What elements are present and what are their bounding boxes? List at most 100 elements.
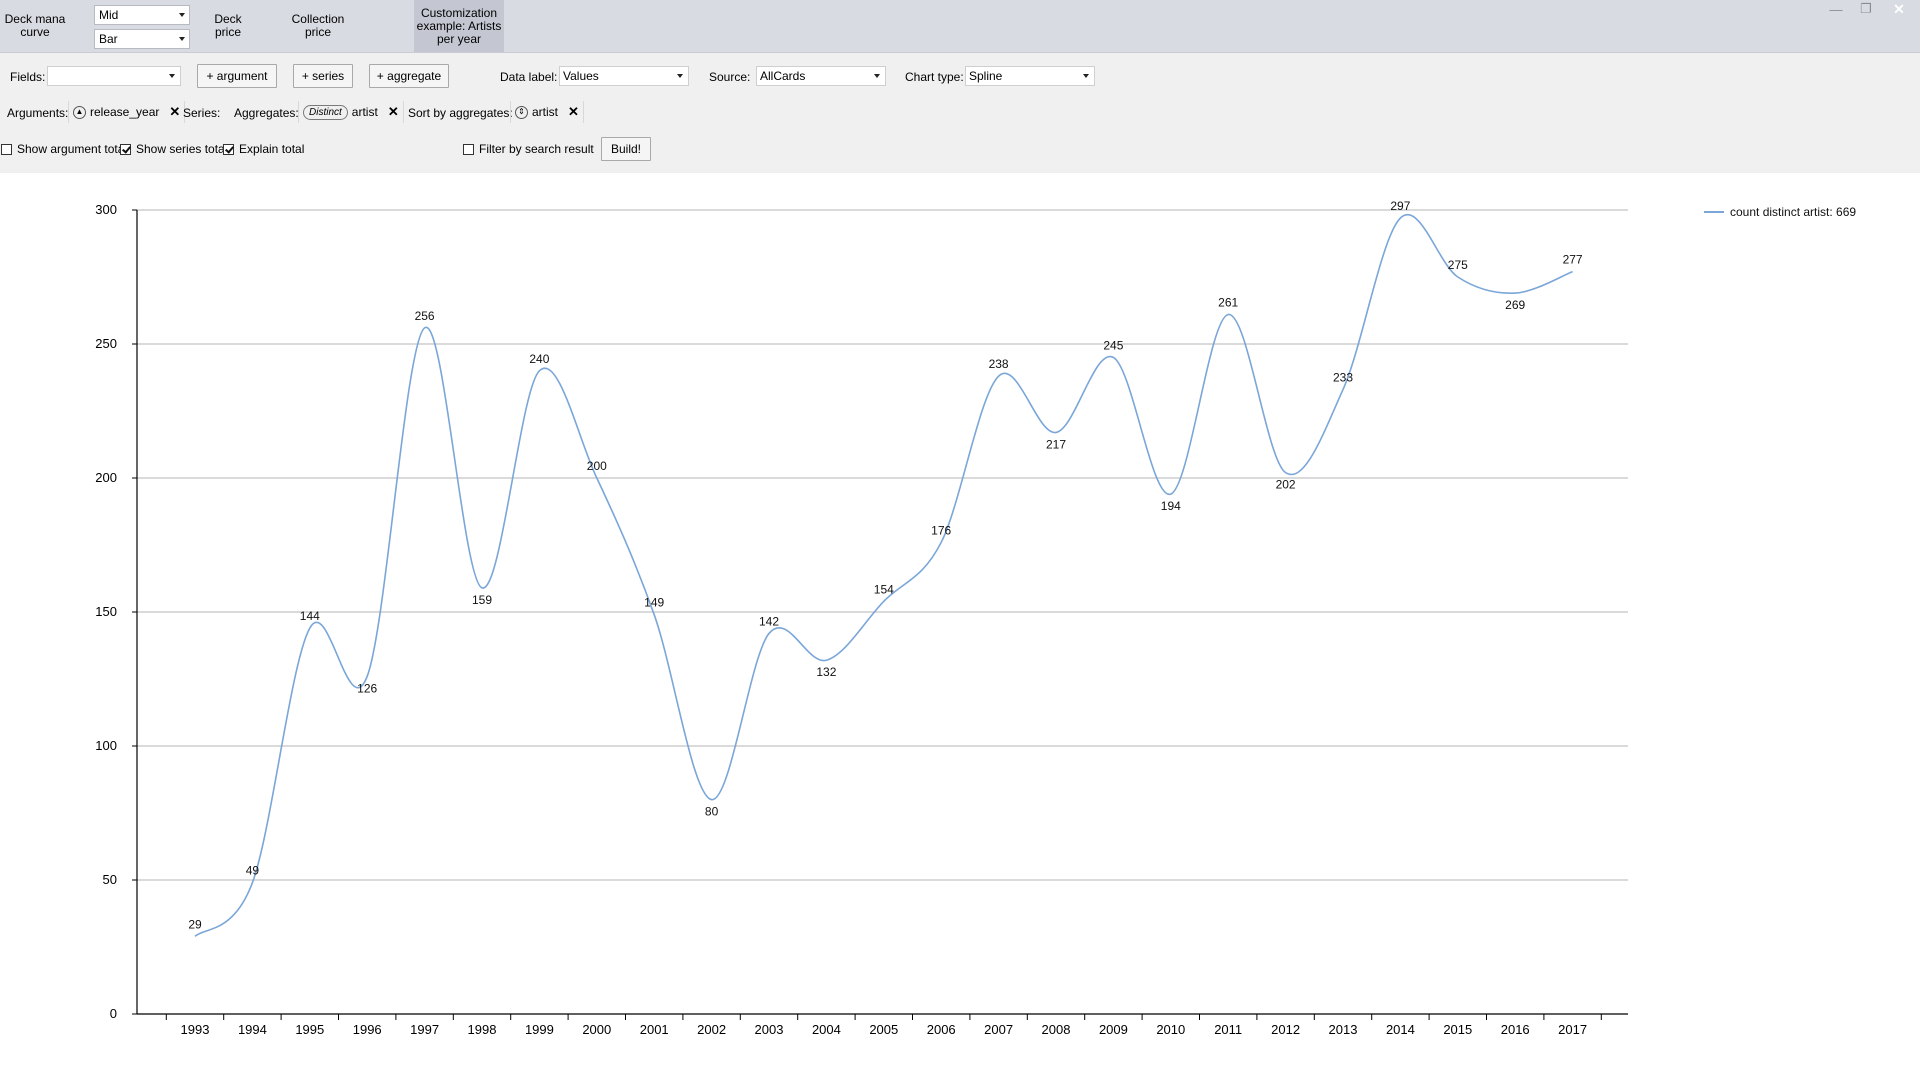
y-tick-label: 150 — [95, 604, 117, 619]
x-tick-label: 2014 — [1386, 1022, 1415, 1037]
aggregates-label: Aggregates: — [234, 106, 299, 120]
filter-by-search-checkbox[interactable]: Filter by search result — [463, 142, 594, 156]
source-select[interactable]: AllCards — [756, 66, 886, 86]
data-label: 80 — [705, 805, 719, 819]
aggregate-token[interactable]: Distinct artist ✕ — [298, 101, 404, 123]
add-argument-button[interactable]: + argument — [197, 64, 277, 88]
source-value: AllCards — [760, 69, 806, 83]
fields-select[interactable] — [47, 66, 181, 86]
remove-argument-button[interactable]: ✕ — [169, 104, 181, 119]
data-label: 217 — [1046, 437, 1066, 451]
remove-sort-button[interactable]: ✕ — [568, 104, 579, 119]
curve-chart-select[interactable]: Bar — [94, 29, 190, 49]
arguments-label: Arguments: — [7, 106, 69, 120]
x-tick-label: 2007 — [984, 1022, 1013, 1037]
x-tick-label: 2016 — [1501, 1022, 1530, 1037]
data-label: 202 — [1276, 478, 1296, 492]
argument-token-label: release_year — [90, 105, 160, 119]
distinct-badge[interactable]: Distinct — [303, 104, 348, 120]
tab-customization-artists-per-year[interactable]: Customization example: Artists per year — [414, 0, 504, 52]
x-tick-label: 2015 — [1443, 1022, 1472, 1037]
x-tick-label: 2013 — [1329, 1022, 1358, 1037]
fields-label: Fields: — [10, 70, 46, 84]
tab-deck-mana-curve[interactable]: Deck mana curve — [4, 12, 66, 39]
tab-collection-price[interactable]: Collection price — [291, 12, 345, 39]
filter-by-search-box[interactable] — [463, 143, 474, 155]
data-label: 240 — [529, 352, 549, 366]
curve-mode-value: Mid — [99, 8, 119, 22]
close-window-button[interactable]: ✕ — [1893, 0, 1905, 17]
series-line — [194, 214, 1573, 937]
x-tick-label: 2009 — [1099, 1022, 1128, 1037]
explain-total-box[interactable] — [223, 143, 234, 155]
data-label: 149 — [644, 596, 664, 610]
chart-type-value: Spline — [969, 69, 1003, 83]
x-tick-label: 1998 — [468, 1022, 497, 1037]
data-label: 144 — [300, 609, 320, 623]
data-label: 200 — [587, 459, 607, 473]
x-tick-label: 2001 — [640, 1022, 669, 1037]
data-label: 269 — [1505, 298, 1525, 312]
show-series-total-box[interactable] — [120, 143, 131, 155]
sort-ascending-icon[interactable]: ▲ — [73, 105, 86, 119]
x-tick-label: 2011 — [1214, 1022, 1242, 1037]
x-tick-label: 2004 — [812, 1022, 841, 1037]
y-tick-label: 200 — [95, 470, 117, 485]
data-label-value: Values — [563, 69, 599, 83]
y-tick-label: 0 — [110, 1006, 117, 1021]
chart-type-label: Chart type: — [905, 70, 964, 84]
add-aggregate-button[interactable]: + aggregate — [369, 64, 449, 88]
series-label: Series: — [183, 106, 221, 120]
y-tick-label: 300 — [95, 202, 117, 217]
data-label: 275 — [1448, 258, 1468, 272]
restore-button[interactable]: ❐ — [1860, 1, 1872, 16]
series-lines — [194, 214, 1573, 937]
chart-type-select[interactable]: Spline — [965, 66, 1095, 86]
data-label: 159 — [472, 593, 492, 607]
data-label-select[interactable]: Values — [559, 66, 689, 86]
x-axis-ticks: 1993 1994 1995 1996 1997 1998 1999 2000 2001 2002… — [165, 1014, 1602, 1037]
x-tick-label: 2008 — [1042, 1022, 1071, 1037]
explain-total-label: Explain total — [239, 142, 305, 156]
data-label: 297 — [1390, 199, 1410, 213]
minimize-button[interactable]: — — [1829, 1, 1843, 17]
show-argument-total-checkbox[interactable]: Show argument total — [1, 142, 127, 156]
x-tick-label: 1993 — [181, 1022, 210, 1037]
show-argument-total-box[interactable] — [1, 143, 12, 155]
build-button[interactable]: Build! — [601, 137, 651, 161]
argument-token[interactable]: ▲ release_year ✕ — [68, 101, 186, 123]
data-label: 132 — [816, 665, 836, 679]
chevron-down-icon — [169, 74, 175, 78]
x-tick-label: 2017 — [1558, 1022, 1587, 1037]
y-tick-label: 100 — [95, 738, 117, 753]
x-tick-label: 1996 — [353, 1022, 382, 1037]
x-tick-label: 1999 — [525, 1022, 554, 1037]
data-label: 277 — [1563, 253, 1583, 267]
show-series-total-label: Show series total — [136, 142, 228, 156]
sort-both-icon[interactable]: ⇕ — [515, 105, 528, 119]
aggregate-field-label: artist — [351, 105, 378, 119]
legend-entry: count distinct artist: 669 — [1730, 205, 1856, 219]
data-label: 29 — [188, 917, 202, 931]
explain-total-checkbox[interactable]: Explain total — [223, 142, 304, 156]
chevron-down-icon — [179, 37, 185, 41]
grid-lines — [137, 209, 1628, 881]
data-label: 194 — [1161, 499, 1181, 513]
sort-by-aggregates-label: Sort by aggregates: — [408, 106, 513, 120]
tab-deck-price[interactable]: Deck price — [214, 12, 242, 39]
y-axis-ticks: 0 50 100 150 200 250 300 — [95, 202, 137, 1021]
data-labels: 29 49 144 126 256 159 240 200 149 80 142 132 154 176 2… — [188, 199, 1583, 931]
data-label: 256 — [415, 309, 435, 323]
sort-token[interactable]: ⇕ artist ✕ — [510, 101, 584, 123]
filter-by-search-label: Filter by search result — [479, 142, 594, 156]
curve-chart-value: Bar — [99, 32, 118, 46]
add-series-button[interactable]: + series — [293, 64, 353, 88]
show-series-total-checkbox[interactable]: Show series total — [120, 142, 227, 156]
remove-aggregate-button[interactable]: ✕ — [387, 104, 399, 119]
source-label: Source: — [709, 70, 751, 84]
data-label: 126 — [357, 681, 377, 695]
x-tick-label: 2005 — [869, 1022, 898, 1037]
sort-field-label: artist — [532, 105, 559, 119]
curve-mode-select[interactable]: Mid — [94, 5, 190, 25]
x-tick-label: 2006 — [927, 1022, 956, 1037]
